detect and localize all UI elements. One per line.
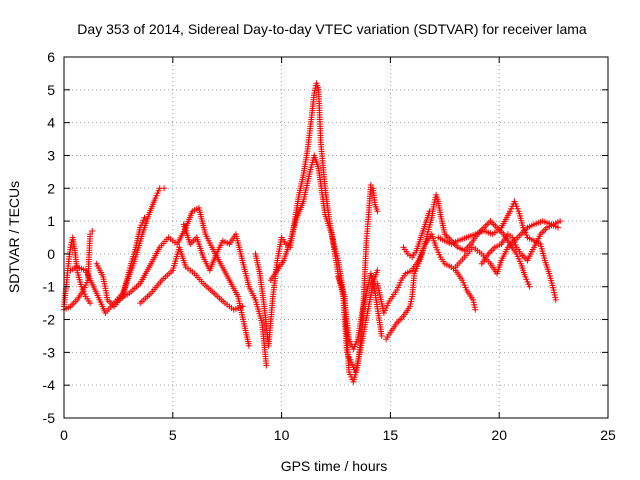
- series-arc-16: [478, 218, 564, 267]
- y-tick-label: 5: [47, 82, 55, 98]
- data-point: [263, 362, 270, 369]
- data-point: [89, 227, 96, 234]
- x-tick-label: 25: [600, 427, 616, 443]
- y-tick-label: 4: [47, 115, 55, 131]
- y-tick-label: 3: [47, 147, 55, 163]
- y-tick-label: -2: [43, 312, 56, 328]
- data-point: [378, 332, 385, 339]
- chart-title: Day 353 of 2014, Sidereal Day-to-day VTE…: [77, 21, 587, 37]
- y-tick-label: -5: [43, 410, 56, 426]
- plot-frame: [63, 56, 609, 419]
- data-point: [87, 300, 94, 307]
- x-tick-label: 20: [491, 427, 507, 443]
- x-tick-label: 10: [274, 427, 290, 443]
- y-tick-label: -4: [43, 377, 56, 393]
- y-tick-label: 2: [47, 180, 55, 196]
- data-point: [374, 208, 381, 215]
- x-tick-label: 0: [60, 427, 68, 443]
- x-axis-label: GPS time / hours: [281, 458, 388, 474]
- data-point: [367, 181, 374, 188]
- data-point: [554, 224, 561, 231]
- data-point: [161, 185, 168, 192]
- series-arc-4: [93, 214, 148, 310]
- y-axis-label: SDTVAR / TECUs: [6, 181, 22, 293]
- x-tick-label: 15: [383, 427, 399, 443]
- y-tick-label: -3: [43, 344, 56, 360]
- series-arc-13: [400, 208, 433, 261]
- y-tick-label: 0: [47, 246, 55, 262]
- series-arc-6: [137, 244, 246, 313]
- series-arc-7: [180, 221, 270, 369]
- y-tick-label: -1: [43, 279, 56, 295]
- series-arc-10: [335, 181, 381, 385]
- data-point: [141, 214, 148, 221]
- data-point: [557, 218, 564, 225]
- data-point: [239, 303, 246, 310]
- data-points: [61, 80, 564, 385]
- data-point: [472, 306, 479, 313]
- y-tick-label: 6: [47, 49, 55, 65]
- y-tick-label: 1: [47, 213, 55, 229]
- data-point: [245, 342, 252, 349]
- series-arc-9: [267, 152, 385, 353]
- series-arc-14: [435, 198, 559, 303]
- data-point: [87, 231, 94, 238]
- x-tick-label: 5: [169, 427, 177, 443]
- series-arc-2: [61, 227, 96, 313]
- data-point: [552, 296, 559, 303]
- axis-ticks: 0 5 10 15 20 25 -5 -4 -3 -2 -1 0 1 2 3 4 5 6: [43, 49, 616, 443]
- data-point: [526, 283, 533, 290]
- data-point: [426, 208, 433, 215]
- data-point: [374, 267, 381, 274]
